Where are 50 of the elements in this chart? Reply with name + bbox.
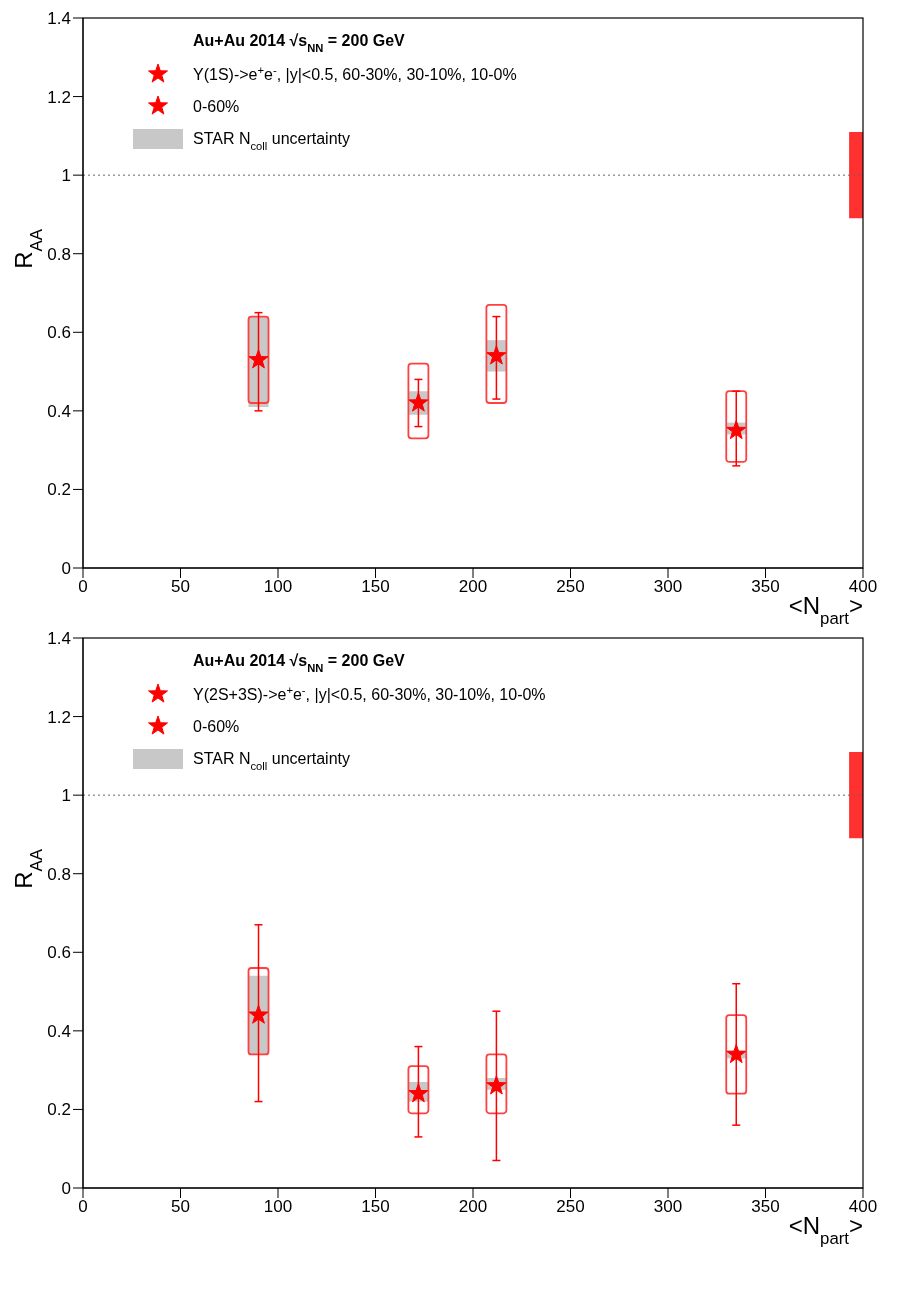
y-tick-label: 1.2 bbox=[47, 707, 71, 727]
legend-title: Au+Au 2014 √s$_{NN}$ = 200 GeV bbox=[193, 652, 406, 674]
y-tick-label: 0.6 bbox=[47, 323, 71, 343]
bar bbox=[485, 1053, 508, 1115]
y-tick-label: 0.2 bbox=[47, 1100, 71, 1120]
bar bbox=[407, 362, 430, 440]
x-tick-label: 50 bbox=[171, 1197, 190, 1217]
y-tick-label: 1.2 bbox=[47, 87, 71, 107]
point bbox=[248, 1004, 269, 1024]
x-tick-label: 200 bbox=[458, 577, 488, 597]
bar bbox=[725, 1014, 748, 1095]
legend-label: Υ(1S)->e$^{+}$e$^{-}$, |y|<0.5, 60-30%, 30-10%, 10-0% bbox=[193, 64, 517, 83]
x-tick-label: 350 bbox=[751, 1197, 780, 1217]
legend-label: 0-60% bbox=[193, 718, 240, 735]
bar bbox=[485, 303, 508, 404]
legend-label: Υ(2S+3S)->e$^{+}$e$^{-}$, |y|<0.5, 60-30%, 30-10%, 10-0% bbox=[193, 684, 546, 703]
legend-label: 0-60% bbox=[193, 98, 240, 115]
y-tick-label: 1 bbox=[61, 786, 71, 806]
x-tick-label: 0 bbox=[78, 577, 88, 597]
x-tick-label: 200 bbox=[458, 1197, 488, 1217]
legend-label: STAR N$_{coll}$ uncertainty bbox=[193, 750, 350, 772]
y-tick-label: 0 bbox=[61, 1179, 71, 1199]
x-tick-label: 150 bbox=[361, 1197, 390, 1217]
x-tick-label: 0 bbox=[78, 1197, 88, 1217]
point bbox=[486, 345, 507, 365]
y-tick-label: 1.4 bbox=[47, 629, 71, 649]
x-tick-label: 300 bbox=[653, 1197, 683, 1217]
point bbox=[248, 349, 269, 369]
y-tick-label: 0.8 bbox=[47, 864, 71, 884]
legend-label: STAR N$_{coll}$ uncertainty bbox=[193, 130, 350, 152]
bar bbox=[407, 1065, 430, 1115]
x-tick-label: 100 bbox=[263, 1197, 293, 1217]
y-tick-label: 0 bbox=[61, 559, 71, 579]
x-tick-label: 250 bbox=[556, 1197, 585, 1217]
x-tick-label: 350 bbox=[751, 577, 780, 597]
x-tick-label: 100 bbox=[263, 577, 293, 597]
bar bbox=[247, 967, 270, 1056]
y-tick-label: 0.2 bbox=[47, 480, 71, 500]
x-tick-label: 250 bbox=[556, 577, 585, 597]
y-tick-label: 0.8 bbox=[47, 244, 71, 264]
y-tick-label: 0.6 bbox=[47, 943, 71, 963]
y-tick-label: 0.4 bbox=[47, 1021, 71, 1041]
y-tick-label: 0.4 bbox=[47, 401, 71, 421]
x-tick-label: 150 bbox=[361, 577, 390, 597]
y-tick-label: 1 bbox=[61, 166, 71, 186]
legend-title: Au+Au 2014 √s$_{NN}$ = 200 GeV bbox=[193, 32, 406, 54]
x-tick-label: 50 bbox=[171, 577, 190, 597]
x-tick-label: 300 bbox=[653, 577, 683, 597]
y-tick-label: 1.4 bbox=[47, 9, 71, 29]
bar bbox=[725, 390, 748, 463]
